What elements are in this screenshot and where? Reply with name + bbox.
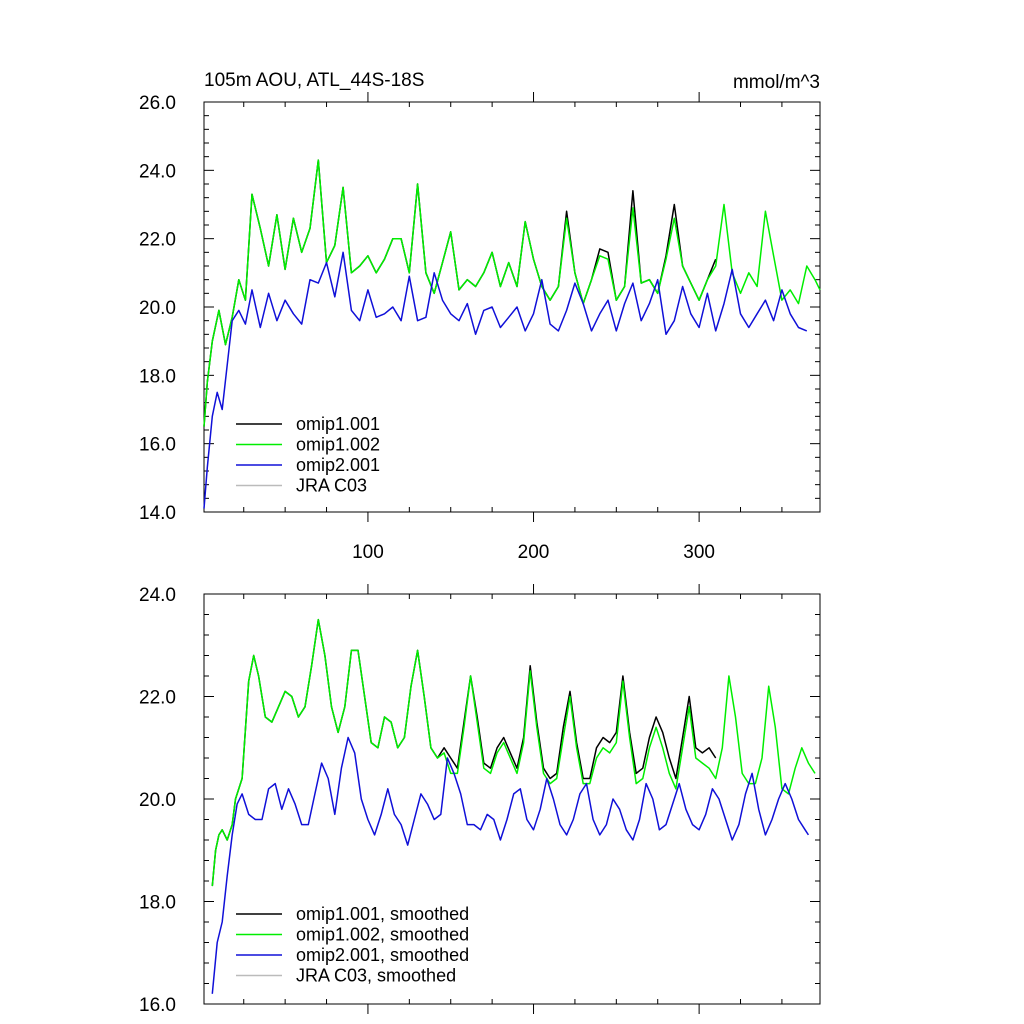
panel2-ytick-label: 16.0 [139,995,176,1016]
panel1-title: 105m AOU, ATL_44S-18S [204,70,424,91]
panel2-ytick-label: 22.0 [139,688,176,709]
panel1-ytick-label: 22.0 [139,230,176,251]
panel1-ytick-label: 24.0 [139,161,176,182]
panel1-xtick-label: 300 [683,542,715,563]
panel2-series-2-line [211,618,816,887]
panel2-series-3-line [211,736,810,994]
panel1-legend-label: omip1.002 [296,435,380,455]
panel1-xtick-label: 100 [352,542,384,563]
panel1-legend-label: JRA C03 [296,476,367,496]
panel1-ytick-label: 18.0 [139,366,176,387]
panel1-plot: 14.0 16.0 18.0 20.0 22.0 24.0 26.0 100 200 300 omi… [139,92,821,563]
panel1-series-1-line [203,159,717,427]
panel1-ytick-label: 26.0 [139,93,176,114]
panel1-ytick-label: 20.0 [139,298,176,319]
panel2-ytick-label: 20.0 [139,790,176,811]
panel2-legend-label: omip2.001, smoothed [296,945,469,965]
panel1-xtick-label: 200 [518,542,550,563]
panel2-legend-label: omip1.002, smoothed [296,925,469,945]
panel2-legend-label: omip1.001, smoothed [296,904,469,924]
panel1-legend-label: omip1.001 [296,414,380,434]
panel1-series-2-line [203,159,821,427]
panel1-units: mmol/m^3 [733,72,820,93]
panel2-ytick-label: 24.0 [139,585,176,606]
panel1-series-3-line [203,251,808,509]
panel1-ytick-label: 16.0 [139,435,176,456]
panel1-legend-label: omip2.001 [296,455,380,475]
panel2-legend-label: JRA C03, smoothed [296,966,456,986]
panel2-series-1-line [211,618,717,887]
panel1-ytick-label: 14.0 [139,503,176,524]
panel2-ytick-label: 18.0 [139,893,176,914]
